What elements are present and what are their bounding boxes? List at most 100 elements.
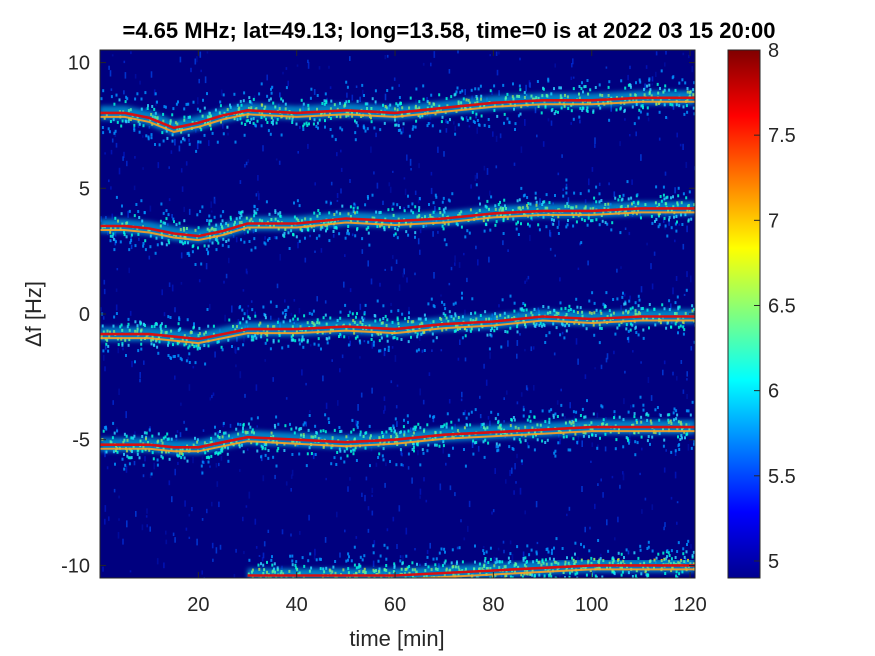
trace-speck [101,324,104,328]
trace-speck [260,455,262,459]
trace-speck [592,109,595,113]
trace-speck [685,409,688,413]
noise-speck [261,557,264,562]
trace-speck [407,452,410,456]
trace-speck [427,302,430,306]
trace-speck [411,202,414,206]
trace-speck [416,335,419,339]
noise-speck [133,185,136,191]
noise-speck [312,453,315,460]
noise-speck [237,319,240,326]
trace-speck [548,557,551,561]
trace-speck [638,589,640,592]
trace-speck [137,210,140,213]
trace-speck [512,82,514,86]
trace-speck [557,110,559,114]
trace-speck [464,235,467,239]
noise-speck [399,555,402,558]
noise-speck [375,132,377,138]
noise-speck [454,262,456,266]
trace-speck [338,426,341,429]
trace-speck [691,578,693,581]
trace-speck [227,245,230,249]
trace-speck [655,218,658,221]
trace-speck [143,211,146,215]
trace-speck [196,347,199,351]
noise-speck [461,391,463,398]
trace-speck [619,107,622,111]
trace-speck [431,124,434,128]
trace-speck [316,318,319,322]
noise-speck [513,162,516,166]
noise-speck [370,278,373,285]
trace-speck [497,448,500,452]
y-tick-label: -5 [72,430,90,452]
noise-speck [457,50,459,54]
trace-speck [324,413,327,417]
trace-speck [454,329,457,333]
trace-speck [664,84,667,88]
trace-speck [285,86,288,90]
trace-speck [338,447,341,451]
trace-speck [284,102,287,106]
trace-speck [566,202,569,206]
trace-speck [250,117,253,121]
noise-speck [145,515,148,518]
noise-speck [674,187,676,194]
trace-speck [142,244,145,248]
trace-speck [129,241,132,245]
trace-speck [520,308,523,312]
trace-speck [177,354,180,358]
trace-speck [604,578,606,581]
trace-speck [553,451,556,455]
trace-speck [385,564,388,567]
trace-speck [598,200,601,204]
trace-speck [628,441,630,445]
trace-speck [654,323,657,327]
trace-speck [362,124,365,128]
noise-speck [235,548,237,553]
trace-speck [438,93,441,97]
trace-speck [412,125,415,129]
trace-speck [548,417,551,421]
noise-speck [682,52,685,56]
trace-speck [685,550,688,554]
noise-speck [274,474,276,480]
trace-speck [432,415,435,419]
trace-speck [561,413,564,417]
noise-speck [383,396,386,401]
noise-speck [117,347,120,354]
trace-speck [681,223,684,226]
trace-speck [511,576,514,578]
trace-speck [653,307,656,311]
trace-speck [389,460,391,463]
trace-speck [557,232,560,235]
noise-speck [437,146,439,153]
trace-speck [121,204,123,208]
trace-speck [282,320,285,324]
trace-speck [559,301,562,305]
noise-speck [429,542,431,549]
trace-line [100,96,695,130]
noise-speck [459,339,461,345]
trace-speck [391,86,394,90]
noise-speck [278,160,281,165]
trace-speck [450,420,453,424]
trace-speck [167,239,170,243]
trace-speck [683,555,686,559]
noise-speck [449,485,452,491]
trace-speck [153,107,156,111]
noise-speck [205,263,208,270]
trace-speck [580,584,582,587]
noise-speck [688,54,690,59]
noise-speck [201,456,204,463]
trace-speck [548,331,551,335]
trace-speck [196,213,199,217]
trace-speck [625,323,628,327]
trace-speck [138,456,141,460]
noise-speck [100,216,102,222]
trace-speck [324,585,326,588]
noise-speck [373,540,376,546]
trace-speck [574,418,577,422]
trace-speck [356,425,359,429]
